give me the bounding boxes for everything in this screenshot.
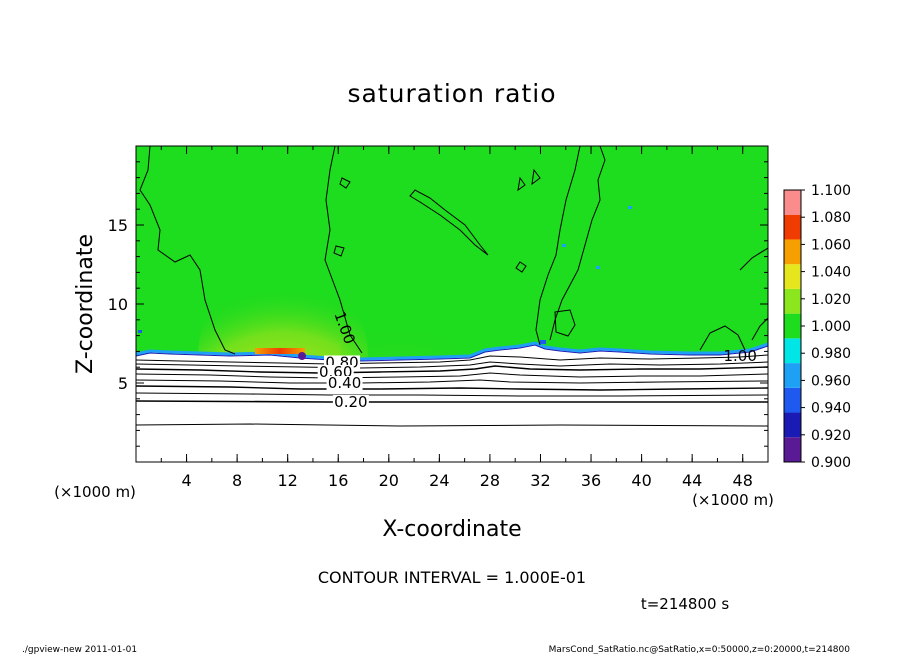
colorbar: 1.100 1.080 1.060 1.040 1.020 1.000 0.980 0.960… xyxy=(783,183,851,471)
colorbar-label: 0.900 xyxy=(811,455,851,471)
x-tick-label: 12 xyxy=(278,471,298,490)
colorbar-segment xyxy=(784,239,801,265)
colorbar-label: 0.980 xyxy=(811,346,851,362)
contour-label: 0.20 xyxy=(334,393,367,411)
x-tick-label: 48 xyxy=(733,471,753,490)
supersaturated-strip xyxy=(255,348,305,354)
contour-label-bg xyxy=(317,364,354,379)
x-tick-label: 4 xyxy=(181,471,191,490)
colorbar-segment xyxy=(784,214,801,240)
x-tick-label: 36 xyxy=(581,471,601,490)
contour-label: 0.40 xyxy=(328,374,361,392)
contour-label-bg xyxy=(332,394,369,409)
cloud-base-line xyxy=(136,344,768,362)
footer-left: ./gpview-new 2011-01-01 xyxy=(22,645,137,654)
contour-lines-upper xyxy=(139,146,768,355)
x-tick-label: 32 xyxy=(530,471,550,490)
x-axis: 4 8 12 16 20 24 28 32 36 40 44 48 xyxy=(160,146,753,490)
blue-speck-5 xyxy=(540,340,546,344)
x-tick-label: 8 xyxy=(232,471,242,490)
x-tick-label: 40 xyxy=(631,471,651,490)
x-tick-label: 24 xyxy=(429,471,449,490)
colorbar-label: 0.960 xyxy=(811,373,851,389)
footer-right: MarsCond_SatRatio.nc@SatRatio,x=0:50000,… xyxy=(549,645,851,654)
colorbar-label: 0.940 xyxy=(811,401,851,417)
cloud-base-band xyxy=(136,341,768,361)
colorbar-label: 1.020 xyxy=(811,292,851,308)
x-tick-label: 16 xyxy=(328,471,348,490)
colorbar-segment xyxy=(784,363,801,388)
contour-interval: CONTOUR INTERVAL = 1.000E-01 xyxy=(318,568,586,587)
y-axis-label: Z-coordinate xyxy=(73,234,98,374)
colorbar-segment xyxy=(784,190,801,215)
chart-title: saturation ratio xyxy=(347,79,556,108)
x-axis-label: X-coordinate xyxy=(382,517,521,542)
contour-label: 1.00 xyxy=(723,347,756,365)
colorbar-segment xyxy=(784,264,801,289)
colorbar-segment xyxy=(784,313,801,339)
colorbar-label: 1.040 xyxy=(811,265,851,281)
blue-speck-2 xyxy=(562,244,566,247)
blue-speck-3 xyxy=(596,266,600,269)
contour-labels: 1.000.800.600.400.201.00 xyxy=(317,309,757,411)
x-unit-left: (×1000 m) xyxy=(54,483,136,501)
y-tick-label: 15 xyxy=(108,216,128,235)
colorbar-label: 1.080 xyxy=(811,210,851,226)
time-label: t=214800 s xyxy=(641,595,729,613)
y-tick-label: 10 xyxy=(108,295,128,314)
colorbar-label: 1.100 xyxy=(811,183,851,199)
colorbar-label: 1.060 xyxy=(811,237,851,253)
y-axis: 5 10 15 xyxy=(108,161,768,447)
contour-label-bg xyxy=(326,376,363,390)
plot-area: 1.000.800.600.400.201.00 xyxy=(136,146,768,462)
x-unit-right: (×1000 m) xyxy=(692,491,774,509)
x-tick-label: 44 xyxy=(682,471,702,490)
colorbar-label: 1.000 xyxy=(811,319,851,335)
contour-lines-lower xyxy=(136,354,768,427)
blue-speck-1 xyxy=(138,330,142,333)
blue-speck-4 xyxy=(628,206,632,209)
colorbar-segment xyxy=(784,338,801,364)
x-tick-label: 28 xyxy=(480,471,500,490)
colorbar-label: 0.920 xyxy=(811,428,851,444)
x-tick-label: 20 xyxy=(379,471,399,490)
colorbar-segment xyxy=(784,288,801,314)
colorbar-segment xyxy=(784,437,801,462)
minimum-marker xyxy=(298,352,306,360)
y-tick-label: 5 xyxy=(118,374,128,393)
colorbar-segment xyxy=(784,412,801,438)
colorbar-segment xyxy=(784,387,801,413)
